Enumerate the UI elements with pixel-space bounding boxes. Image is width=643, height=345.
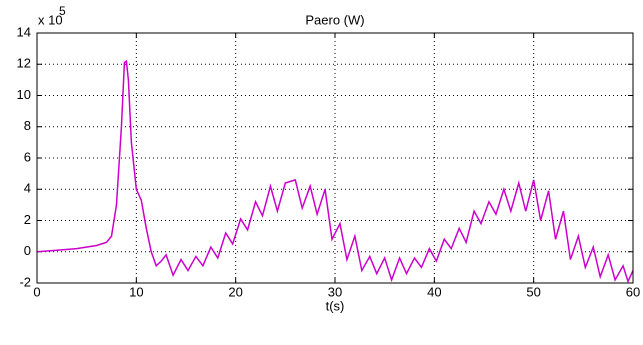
- x-axis-label: t(s): [326, 298, 345, 313]
- y-tick-label: 10: [17, 87, 31, 102]
- y-tick-label: -2: [19, 274, 31, 289]
- x-tick-label: 30: [328, 284, 342, 299]
- chart-title: Paero (W): [305, 12, 364, 27]
- y-tick-label: 0: [24, 243, 31, 258]
- x-tick-label: 40: [427, 284, 441, 299]
- y-tick-label: 8: [24, 118, 31, 133]
- axes-box: [36, 32, 634, 284]
- x-tick-label: 60: [626, 284, 640, 299]
- x-tick-label: 50: [526, 284, 540, 299]
- data-line: [36, 59, 634, 284]
- y-exponent: 5: [59, 4, 66, 18]
- y-tick-label: 4: [24, 181, 31, 196]
- x-tick-label: 0: [33, 284, 40, 299]
- x-tick-label: 10: [129, 284, 143, 299]
- y-exponent-base: x 10: [38, 12, 63, 27]
- y-tick-label: 14: [17, 24, 31, 39]
- y-tick-label: 2: [24, 212, 31, 227]
- y-tick-label: 12: [17, 56, 31, 71]
- x-tick-label: 20: [228, 284, 242, 299]
- y-tick-label: 6: [24, 149, 31, 164]
